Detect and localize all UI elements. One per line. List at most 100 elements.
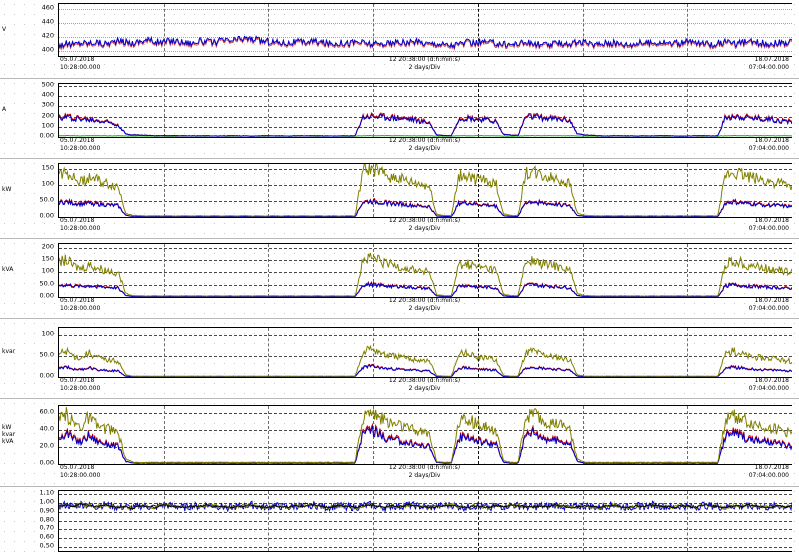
vertical-gridline <box>477 328 479 377</box>
plot-area[interactable] <box>58 327 792 378</box>
y-tick-label: 50.0 <box>39 279 54 288</box>
vertical-gridline <box>268 406 270 464</box>
horizontal-gridline <box>59 86 792 88</box>
horizontal-gridline <box>59 260 792 262</box>
trend-panel-7[interactable]: 1,10 1,00 0,90 0,80 0,70 0,60 0,50 <box>0 486 799 552</box>
y-tick-label: 0.00 <box>39 131 54 140</box>
horizontal-gridline <box>59 356 792 358</box>
time-label-end: 18.07.2018 07:04:00.000 <box>671 377 789 392</box>
time-label-center-line1: 12 20:38:00 (d:h:min:s) <box>388 297 461 304</box>
time-label-center-line2: 2 days/Div <box>408 224 441 232</box>
y-tick-label: 0,90 <box>39 506 54 515</box>
time-label-center-line1: 12 20:38:00 (d:h:min:s) <box>388 464 461 471</box>
trace-line-phase <box>59 281 792 297</box>
time-label-start-line2: 10:28:00.000 <box>60 471 101 479</box>
y-tick-label: 100 <box>41 329 54 338</box>
trace-layer <box>59 35 792 51</box>
horizontal-gridline <box>59 96 792 98</box>
trace-line-black <box>59 502 792 510</box>
trend-panel-3[interactable]: kW 150 100 50.0 0.00 05.07.2018 10:28:00.000 12… <box>0 158 799 238</box>
horizontal-gridline <box>59 126 792 128</box>
y-tick-label: 0,80 <box>39 515 54 524</box>
time-label-center-line2: 2 days/Div <box>408 63 441 71</box>
time-label-center-line1: 12 20:38:00 (d:h:min:s) <box>388 377 461 384</box>
plot-area[interactable] <box>58 243 792 298</box>
time-label-start-line2: 10:28:00.000 <box>60 384 101 392</box>
trend-panel-1[interactable]: V 460 440 420 400 05.07.2018 10:28:00.000 12 20… <box>0 0 799 78</box>
vertical-gridline <box>582 244 584 297</box>
horizontal-gridline <box>59 200 792 202</box>
trend-panel-6[interactable]: kW kvar kVA 60.0 40.0 20.0 0.00 05.07.2018 10:… <box>0 398 799 486</box>
trace-layer <box>59 500 792 513</box>
horizontal-gridline <box>59 511 792 513</box>
vertical-gridline <box>268 328 270 377</box>
vertical-gridline <box>687 4 689 56</box>
time-label-start: 05.07.2018 10:28:00.000 <box>60 377 180 392</box>
trend-panel-5[interactable]: kvar 100 50.0 0.00 05.07.2018 10:28:00.000 12 … <box>0 318 799 398</box>
trace-line-kVA <box>59 407 792 464</box>
vertical-gridline <box>268 491 270 551</box>
plot-area[interactable] <box>58 163 792 218</box>
horizontal-gridline <box>59 116 792 118</box>
time-label-end: 18.07.2018 07:04:00.000 <box>671 464 789 479</box>
vertical-gridline <box>477 244 479 297</box>
vertical-gridline <box>373 164 375 217</box>
y-tick-label: 100 <box>41 179 54 188</box>
horizontal-gridline <box>59 546 792 548</box>
vertical-gridline <box>687 164 689 217</box>
y-tick-label: 400 <box>41 90 54 99</box>
trace-line-L1 <box>59 113 792 137</box>
horizontal-gridline <box>59 9 792 11</box>
time-label-start-line2: 10:28:00.000 <box>60 63 101 71</box>
trace-line-total <box>59 164 792 217</box>
trend-panel-4[interactable]: kVA 200 150 100 50.0 0.00 05.07.2018 10:28:00.0… <box>0 238 799 318</box>
time-label-center: 12 20:38:00 (d:h:min:s) 2 days/Div <box>335 56 515 71</box>
plot-inner <box>59 244 792 297</box>
horizontal-gridline <box>59 412 792 414</box>
vertical-gridline <box>687 328 689 377</box>
time-label-start-line2: 10:28:00.000 <box>60 304 101 312</box>
vertical-gridline <box>582 491 584 551</box>
vertical-gridline <box>163 244 165 297</box>
plot-area[interactable] <box>58 83 792 138</box>
trace-layer <box>59 344 792 377</box>
trend-panel-2[interactable]: A 500 400 300 200 100 0.00 05.07.2018 10:28:00.0… <box>0 78 799 158</box>
plot-area[interactable] <box>58 490 792 552</box>
plot-inner <box>59 164 792 217</box>
y-axis-ticks: 500 400 300 200 100 0.00 <box>14 79 56 158</box>
dot-background <box>0 159 799 238</box>
vertical-gridline <box>163 84 165 137</box>
time-label-start-line1: 05.07.2018 <box>60 56 95 63</box>
y-tick-label: 300 <box>41 100 54 109</box>
vertical-gridline <box>163 4 165 56</box>
time-label-center-line2: 2 days/Div <box>408 304 441 312</box>
dot-background <box>0 0 799 78</box>
y-tick-label: 150 <box>41 163 54 172</box>
vertical-gridline <box>582 328 584 377</box>
time-label-end-line2: 07:04:00.000 <box>748 471 789 479</box>
plot-area[interactable] <box>58 3 792 57</box>
y-axis-ticks: 460 440 420 400 <box>14 0 56 78</box>
time-label-start: 05.07.2018 10:28:00.000 <box>60 56 180 71</box>
vertical-gridline <box>477 491 479 551</box>
y-tick-label: 0.00 <box>39 211 54 220</box>
y-tick-label: 100 <box>41 121 54 130</box>
time-label-end-line1: 18.07.2018 <box>754 377 789 384</box>
y-tick-label: 500 <box>41 80 54 89</box>
vertical-gridline <box>477 4 479 56</box>
time-label-end: 18.07.2018 07:04:00.000 <box>671 56 789 71</box>
horizontal-gridline <box>59 529 792 531</box>
horizontal-gridline <box>59 272 792 274</box>
time-label-end-line2: 07:04:00.000 <box>748 144 789 152</box>
vertical-gridline <box>687 84 689 137</box>
trace-layer <box>59 164 792 217</box>
time-label-center: 12 20:38:00 (d:h:min:s) 2 days/Div <box>335 137 515 152</box>
time-label-start: 05.07.2018 10:28:00.000 <box>60 217 180 232</box>
time-label-start-line1: 05.07.2018 <box>60 217 95 224</box>
plot-area[interactable] <box>58 405 792 465</box>
time-label-start-line1: 05.07.2018 <box>60 137 95 144</box>
plot-inner <box>59 406 792 464</box>
y-tick-label: 0,50 <box>39 541 54 550</box>
time-label-end-line1: 18.07.2018 <box>754 297 789 304</box>
